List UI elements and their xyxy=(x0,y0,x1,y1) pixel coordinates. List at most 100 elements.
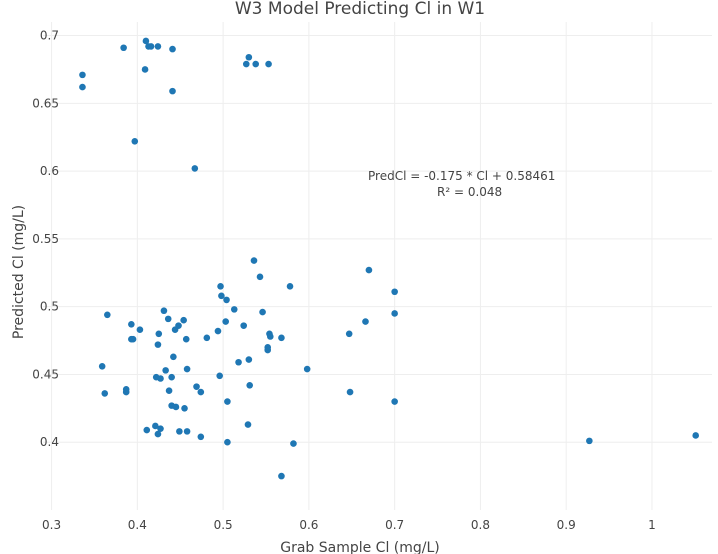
data-point xyxy=(218,292,225,300)
data-point xyxy=(183,365,191,373)
data-point xyxy=(175,322,182,329)
data-point xyxy=(169,87,176,95)
data-point xyxy=(136,326,144,334)
data-point xyxy=(142,37,150,45)
data-point xyxy=(122,388,130,396)
data-point xyxy=(147,43,155,50)
data-point xyxy=(154,341,162,348)
data-point xyxy=(586,437,593,445)
data-point xyxy=(164,315,172,323)
data-point xyxy=(242,60,250,68)
data-point xyxy=(245,53,253,61)
data-point xyxy=(172,403,180,411)
data-point xyxy=(98,363,106,370)
data-point xyxy=(141,66,149,73)
data-point xyxy=(245,356,253,363)
data-point xyxy=(191,165,199,172)
data-point xyxy=(303,365,311,373)
data-point xyxy=(155,330,163,338)
data-point xyxy=(143,426,151,434)
grid-lines xyxy=(43,22,712,510)
data-point xyxy=(165,387,173,395)
data-point xyxy=(197,433,205,441)
data-point xyxy=(240,322,247,329)
y-tick-label: 0.55 xyxy=(32,232,59,246)
data-point xyxy=(391,310,398,317)
data-point xyxy=(154,43,162,50)
data-point xyxy=(259,308,266,316)
x-tick-label: 0.6 xyxy=(299,518,318,532)
x-tick-label: 1 xyxy=(648,518,656,532)
y-tick-label: 0.6 xyxy=(40,164,59,178)
data-point xyxy=(222,318,229,325)
data-point xyxy=(131,137,139,145)
data-point xyxy=(224,438,231,446)
data-point xyxy=(152,422,159,430)
data-point xyxy=(169,45,176,53)
data-point xyxy=(286,283,294,290)
data-point xyxy=(256,273,264,281)
data-point xyxy=(252,60,260,68)
data-point xyxy=(180,316,187,324)
data-point xyxy=(223,296,230,304)
data-point xyxy=(160,307,168,315)
data-point xyxy=(168,373,175,381)
data-points xyxy=(79,37,700,480)
data-point xyxy=(79,83,86,91)
data-point xyxy=(104,311,111,319)
data-point xyxy=(216,372,223,380)
x-tick-label: 0.8 xyxy=(471,518,490,532)
data-point xyxy=(278,472,285,480)
chart-title: W3 Model Predicting Cl in W1 xyxy=(235,0,485,19)
x-tick-label: 0.4 xyxy=(128,518,147,532)
data-point xyxy=(162,367,169,374)
data-point xyxy=(265,60,272,68)
data-point xyxy=(246,381,254,389)
data-point xyxy=(235,358,242,366)
y-axis-label: Predicted Cl (mg/L) xyxy=(11,205,27,339)
tick-labels: 0.3 0.4 0.5 0.6 0.7 0.8 0.9 1 0.4 0.45 0.5 0.55 0.6 0… xyxy=(32,29,656,532)
x-tick-label: 0.5 xyxy=(214,518,233,532)
y-tick-label: 0.7 xyxy=(40,29,59,43)
data-point xyxy=(230,306,238,313)
data-point xyxy=(214,327,222,335)
data-point xyxy=(250,257,258,264)
data-point xyxy=(129,335,137,343)
data-point xyxy=(278,334,285,342)
data-point xyxy=(170,353,177,361)
data-point xyxy=(157,375,164,382)
data-point xyxy=(157,425,164,432)
data-point xyxy=(154,430,162,438)
data-point xyxy=(266,333,274,340)
data-point xyxy=(120,44,127,52)
r-squared-label: R² = 0.048 xyxy=(437,185,502,199)
data-point xyxy=(224,398,231,405)
data-point xyxy=(128,320,135,328)
data-point xyxy=(203,334,211,342)
data-point xyxy=(183,428,191,435)
regression-equation: PredCl = -0.175 * Cl + 0.58461 xyxy=(368,169,555,183)
data-point xyxy=(345,330,353,338)
x-axis-label: Grab Sample Cl (mg/L) xyxy=(280,540,440,554)
data-point xyxy=(217,283,224,290)
data-point xyxy=(362,318,369,325)
data-point xyxy=(692,432,700,439)
y-tick-label: 0.65 xyxy=(32,96,59,110)
x-tick-label: 0.9 xyxy=(557,518,576,532)
data-point xyxy=(182,335,190,343)
y-tick-label: 0.45 xyxy=(32,367,59,381)
data-point xyxy=(79,71,86,79)
x-tick-label: 0.7 xyxy=(385,518,404,532)
data-point xyxy=(181,405,188,412)
y-tick-label: 0.4 xyxy=(40,435,59,449)
data-point xyxy=(391,288,398,296)
x-tick-label: 0.3 xyxy=(42,518,61,532)
data-point xyxy=(101,390,109,397)
data-point xyxy=(365,266,373,274)
data-point xyxy=(290,440,297,447)
data-point xyxy=(391,398,398,405)
data-point xyxy=(197,388,205,396)
data-point xyxy=(346,388,354,396)
data-point xyxy=(176,428,183,435)
